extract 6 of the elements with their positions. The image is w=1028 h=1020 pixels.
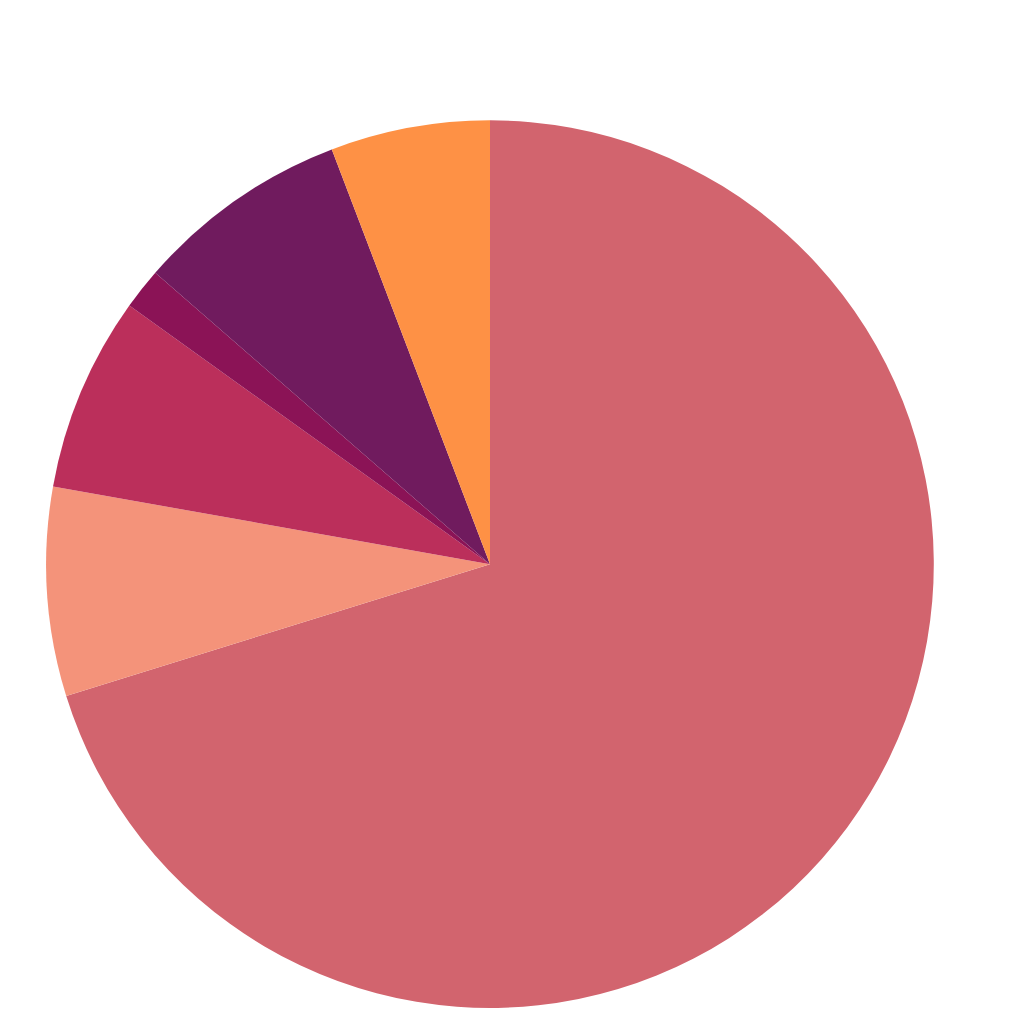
pie-slice bbox=[129, 272, 490, 565]
pie-slice bbox=[155, 149, 490, 565]
pie-slice bbox=[53, 305, 490, 565]
pie-slice bbox=[46, 486, 490, 696]
pie-slice bbox=[331, 120, 490, 565]
pie-slice bbox=[66, 120, 934, 1008]
